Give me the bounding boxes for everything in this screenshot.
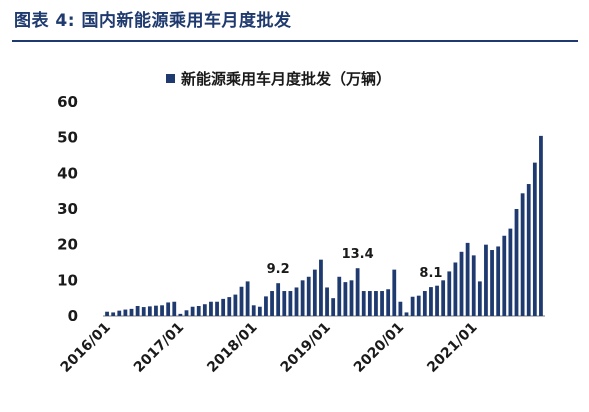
bar xyxy=(447,271,452,316)
bar xyxy=(141,307,146,316)
bar xyxy=(410,296,415,316)
bar xyxy=(196,306,201,316)
bar xyxy=(471,255,476,316)
bar xyxy=(312,269,317,316)
y-tick-label: 20 xyxy=(57,236,78,254)
bar xyxy=(294,287,299,316)
bar xyxy=(429,287,433,316)
title-rule xyxy=(12,40,578,42)
bar xyxy=(477,281,482,316)
bar xyxy=(135,306,140,316)
bar xyxy=(398,301,403,316)
bar xyxy=(453,262,458,316)
bar xyxy=(325,287,329,316)
bar xyxy=(306,276,311,316)
bar xyxy=(520,193,525,316)
y-tick-label: 40 xyxy=(57,164,78,182)
bar xyxy=(331,298,336,316)
data-label: 13.4 xyxy=(342,247,374,262)
y-tick-label: 10 xyxy=(57,271,78,289)
bar xyxy=(539,135,543,316)
bar xyxy=(441,280,446,316)
bar xyxy=(484,244,488,316)
bar xyxy=(154,305,158,316)
figure-title: 图表 4: 国内新能源乘用车月度批发 xyxy=(14,11,292,31)
bar xyxy=(184,310,189,316)
bar xyxy=(111,312,116,316)
bar xyxy=(288,291,293,316)
bar xyxy=(190,306,195,316)
y-tick-label: 50 xyxy=(57,129,78,147)
bar xyxy=(532,162,537,316)
bar xyxy=(508,228,513,316)
bar xyxy=(496,246,501,316)
x-tick-label: 2021/01 xyxy=(424,320,480,376)
bar xyxy=(202,304,207,316)
x-axis: 2016/01 2017/01 2018/01 2019/01 2020/01 2021/… xyxy=(58,320,481,376)
bar xyxy=(257,306,262,316)
bar xyxy=(239,286,244,316)
bar xyxy=(215,301,219,316)
bar xyxy=(386,289,391,316)
bar xyxy=(264,296,268,316)
bar xyxy=(422,291,427,316)
data-label: 9.2 xyxy=(267,262,290,277)
bar xyxy=(282,291,287,316)
bar xyxy=(276,283,281,316)
bar xyxy=(209,301,213,316)
bar xyxy=(361,291,366,316)
bar xyxy=(367,291,372,316)
legend-label: 新能源乘用车月度批发（万辆） xyxy=(181,70,391,88)
bar xyxy=(416,295,421,316)
x-tick-label: 2017/01 xyxy=(131,320,187,376)
bar xyxy=(251,305,256,316)
bar xyxy=(172,301,177,316)
x-tick-label: 2016/01 xyxy=(58,320,114,376)
y-tick-label: 0 xyxy=(68,307,78,325)
bar xyxy=(147,306,152,316)
bar xyxy=(355,268,360,316)
bar xyxy=(343,282,348,316)
data-label: 8.1 xyxy=(419,266,442,281)
bars xyxy=(105,135,543,316)
bar xyxy=(233,294,238,316)
legend-swatch xyxy=(166,74,175,83)
bar xyxy=(337,276,342,316)
bar xyxy=(392,269,397,316)
bar xyxy=(227,297,232,316)
bar xyxy=(123,309,128,316)
bar xyxy=(300,280,305,316)
bar xyxy=(221,298,226,316)
x-tick-label: 2019/01 xyxy=(278,320,334,376)
y-axis: 0 10 20 30 40 50 60 xyxy=(57,93,78,325)
bar xyxy=(105,311,109,316)
data-labels: 9.2 13.4 8.1 xyxy=(267,247,443,281)
bar xyxy=(166,302,171,316)
bar xyxy=(514,209,519,316)
bar xyxy=(349,280,354,316)
bar xyxy=(245,281,250,316)
bar xyxy=(117,310,122,316)
bar xyxy=(319,259,323,316)
bar xyxy=(129,308,134,316)
y-tick-label: 30 xyxy=(57,200,78,218)
bar xyxy=(270,291,274,316)
y-tick-label: 60 xyxy=(57,93,78,111)
bar xyxy=(465,242,470,316)
bar xyxy=(380,291,384,316)
bar xyxy=(459,251,464,316)
bar xyxy=(502,235,507,316)
x-tick-label: 2018/01 xyxy=(204,320,260,376)
bar xyxy=(526,184,531,316)
bar xyxy=(374,291,378,316)
x-tick-label: 2020/01 xyxy=(351,320,407,376)
legend: 新能源乘用车月度批发（万辆） xyxy=(166,70,391,88)
bar xyxy=(160,305,164,316)
bar xyxy=(178,313,183,316)
bar xyxy=(435,285,439,316)
bar xyxy=(490,250,494,316)
bar xyxy=(404,312,409,316)
